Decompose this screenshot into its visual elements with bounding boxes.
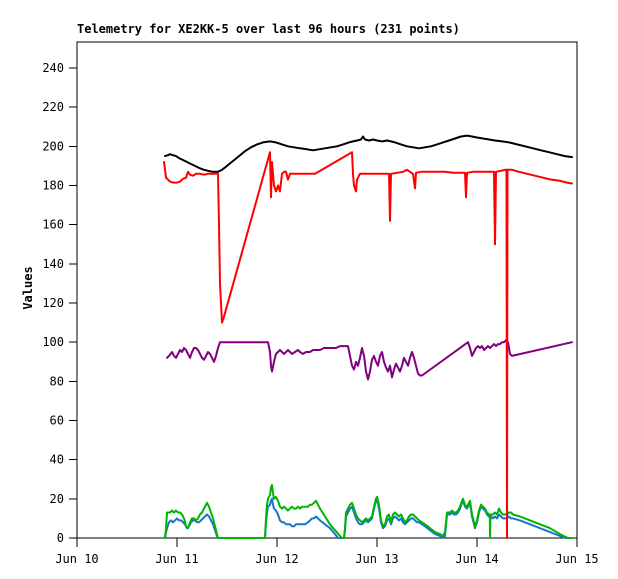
x-tick-label: Jun 13 <box>355 552 398 566</box>
y-tick-label: 80 <box>50 374 64 388</box>
y-tick-label: 240 <box>42 61 64 75</box>
y-tick-label: 140 <box>42 257 64 271</box>
x-tick-label: Jun 12 <box>255 552 298 566</box>
series-red <box>163 151 573 539</box>
y-tick-label: 0 <box>57 531 64 545</box>
plot-border <box>76 41 578 539</box>
x-tick-label: Jun 15 <box>555 552 598 566</box>
y-tick-label: 60 <box>50 414 64 428</box>
y-tick-label: 40 <box>50 453 64 467</box>
x-tick-label: Jun 10 <box>55 552 98 566</box>
y-tick-label: 180 <box>42 179 64 193</box>
x-tick-label: Jun 11 <box>155 552 198 566</box>
y-tick-label: 100 <box>42 335 64 349</box>
y-tick-label: 200 <box>42 139 64 153</box>
y-tick-label: 160 <box>42 218 64 232</box>
chart-title: Telemetry for XE2KK-5 over last 96 hours… <box>77 22 460 36</box>
y-tick-label: 20 <box>50 492 64 506</box>
y-tick-label: 120 <box>42 296 64 310</box>
series-purple <box>166 339 573 381</box>
series-blue <box>164 497 573 539</box>
series-black <box>164 134 573 173</box>
y-tick-label: 220 <box>42 100 64 114</box>
x-tick-label: Jun 14 <box>455 552 498 566</box>
series-green <box>164 484 573 539</box>
